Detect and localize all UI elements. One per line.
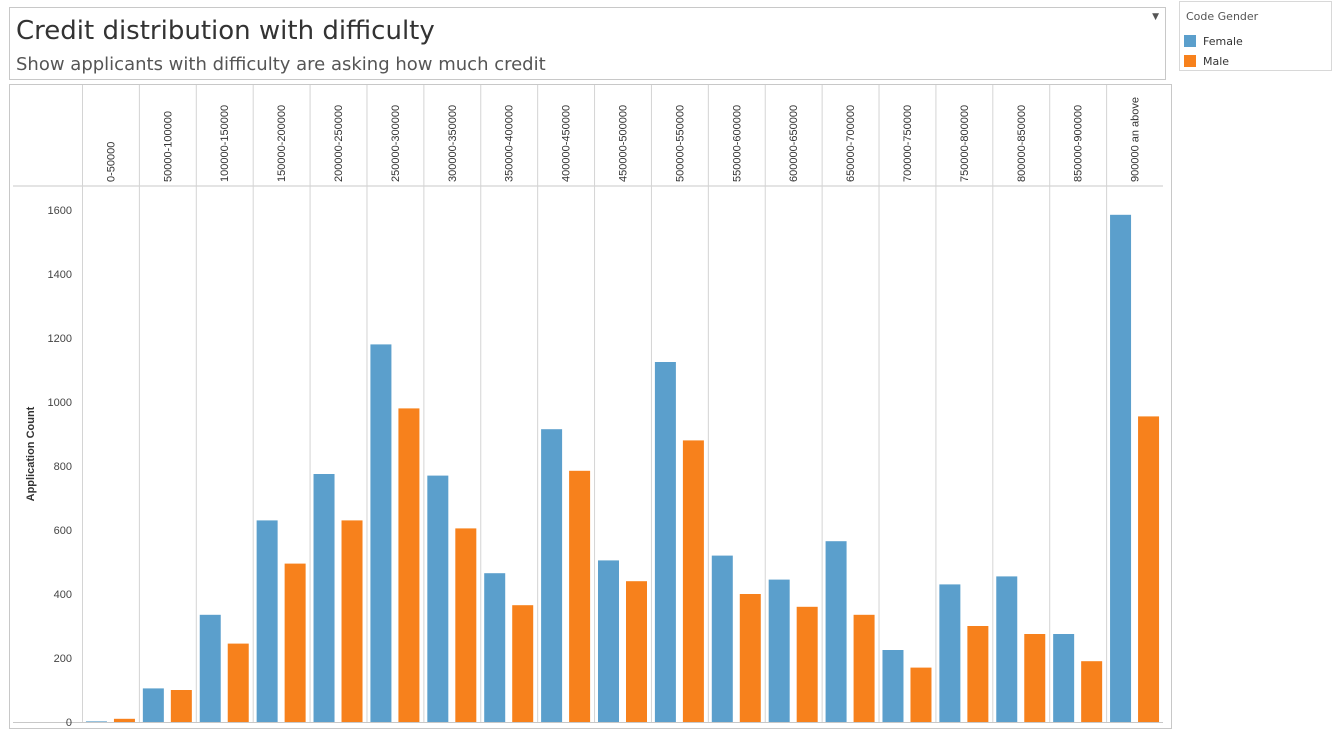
bar-female (882, 650, 904, 722)
bar-male (739, 594, 761, 722)
bar-male (113, 718, 135, 722)
bar-female (711, 555, 733, 722)
y-tick-label: 0 (66, 717, 72, 728)
x-tick-label: 600000-650000 (788, 105, 800, 182)
x-tick-label: 200000-250000 (333, 105, 345, 182)
x-tick-label: 500000-550000 (674, 105, 686, 182)
x-tick-label: 650000-700000 (845, 105, 857, 182)
y-tick-label: 400 (54, 589, 72, 601)
bar-female (484, 573, 506, 722)
legend-label-female: Female (1203, 34, 1243, 48)
bar-male (569, 470, 591, 722)
x-tick-label: 150000-200000 (276, 105, 288, 182)
bar-male (227, 643, 249, 722)
bar-male (682, 440, 704, 722)
bar-female (199, 614, 221, 722)
bar-female (654, 362, 676, 722)
bar-female (1110, 214, 1132, 723)
bar-chart: 0 200 400 600 800 1000 1200 1400 1600 Application… (13, 85, 1163, 728)
x-tick-label: 800000-850000 (1016, 105, 1028, 182)
y-axis-title: Application Count (25, 406, 37, 501)
bar-male (1024, 634, 1046, 722)
bar-male (910, 667, 932, 722)
bar-female (370, 344, 392, 722)
x-tick-label: 850000-900000 (1073, 105, 1085, 182)
bar-male (853, 614, 875, 722)
x-tick-label: 900000 an above (1130, 97, 1142, 182)
bar-female (85, 721, 107, 722)
bar-female (541, 429, 563, 722)
x-tick-label: 50000-100000 (162, 111, 174, 182)
bar-male (455, 528, 477, 722)
bar-female (313, 474, 335, 722)
bar-female (825, 541, 847, 722)
legend: Code Gender Female Male (1179, 1, 1332, 71)
x-tick-label: 250000-300000 (390, 105, 402, 182)
bar-female (1053, 634, 1075, 722)
x-tick-label: 350000-400000 (504, 105, 516, 182)
bar-male (284, 563, 306, 722)
x-tick-label: 450000-500000 (618, 105, 630, 182)
x-tick-label: 0-50000 (105, 142, 117, 182)
legend-title: Code Gender (1186, 10, 1259, 23)
chart-title: Credit distribution with difficulty (16, 16, 435, 46)
y-tick-label: 1400 (48, 269, 72, 281)
bar-female (598, 560, 619, 722)
bar-female (427, 475, 449, 722)
y-tick-label: 1600 (48, 205, 72, 217)
y-tick-label: 800 (54, 461, 72, 473)
bar-female (939, 584, 961, 722)
bar-male (967, 626, 989, 722)
bar-female (142, 688, 164, 722)
bar-male (398, 408, 420, 722)
x-tick-label: 300000-350000 (447, 105, 459, 182)
x-tick-label: 700000-750000 (902, 105, 914, 182)
bar-male (796, 606, 818, 722)
y-tick-label: 600 (54, 525, 72, 537)
chart-subtitle: Show applicants with difficulty are aski… (16, 54, 546, 75)
legend-label-male: Male (1203, 54, 1230, 68)
x-tick-label: 750000-800000 (959, 105, 971, 182)
bar-male (626, 581, 647, 722)
bar-female (768, 579, 790, 722)
y-tick-label: 1200 (48, 333, 72, 345)
x-tick-label: 550000-600000 (731, 105, 743, 182)
bar-male (512, 605, 534, 722)
x-tick-label: 100000-150000 (219, 105, 231, 182)
dropdown-arrow-icon[interactable]: ▼ (1152, 12, 1159, 22)
bar-male (341, 520, 363, 722)
bar-female (996, 576, 1018, 722)
legend-swatch-male (1184, 55, 1196, 67)
legend-item-female[interactable]: Female (1184, 33, 1243, 49)
bar-male (170, 690, 192, 722)
bar-male (1138, 416, 1160, 722)
legend-item-male[interactable]: Male (1184, 53, 1229, 69)
legend-swatch-female (1184, 35, 1196, 47)
chart-panel: 0 200 400 600 800 1000 1200 1400 1600 Application… (9, 84, 1172, 729)
y-tick-label: 1000 (48, 397, 72, 409)
bar-female (256, 520, 278, 722)
x-tick-label: 400000-450000 (561, 105, 573, 182)
y-tick-label: 200 (54, 653, 72, 665)
title-panel: Credit distribution with difficulty Show… (9, 7, 1166, 80)
bar-male (1081, 661, 1103, 722)
